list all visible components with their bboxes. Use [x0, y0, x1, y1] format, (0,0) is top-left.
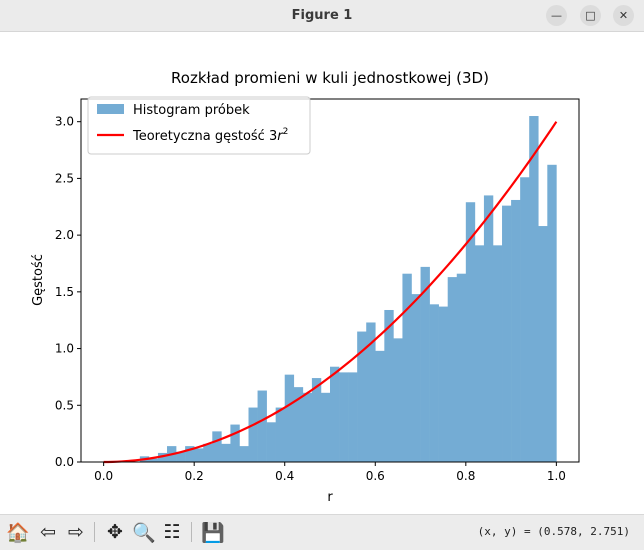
histogram-bar	[465, 202, 476, 462]
histogram-bar	[402, 273, 412, 462]
home-button[interactable]: 🏠	[6, 520, 30, 544]
histogram-bar	[438, 306, 449, 462]
legend: Histogram próbek Teoretyczna gęstość 3r2	[87, 96, 311, 155]
y-tick-label: 0.5	[55, 398, 74, 412]
legend-box	[87, 96, 311, 155]
home-icon: 🏠	[6, 521, 30, 544]
histogram-bar	[511, 199, 521, 462]
histogram-bar	[520, 177, 530, 462]
histogram-bar	[176, 451, 186, 462]
save-icon: 💾	[201, 521, 225, 544]
zoom-button[interactable]: 🔍	[132, 520, 156, 544]
histogram-bar	[266, 422, 276, 462]
x-tick-label: 0.4	[275, 469, 294, 483]
histogram-bar	[185, 446, 195, 462]
x-axis-label: r	[327, 490, 333, 505]
histogram-bar	[339, 372, 349, 462]
x-tick-label: 0.8	[456, 469, 475, 483]
y-tick-label: 0.0	[55, 455, 74, 469]
histogram-bar	[221, 443, 231, 462]
y-axis-label: Gęstość	[31, 254, 46, 306]
theoretical-density-curve	[103, 121, 558, 464]
histogram-bar	[547, 164, 557, 462]
x-axis-ticks: 0.0 0.2 0.4 0.6 0.8 1.0	[94, 462, 566, 483]
histogram-bar	[311, 378, 322, 462]
configure-subplots-icon: ☷	[163, 521, 181, 543]
x-tick-label: 0.2	[185, 469, 204, 483]
histogram-bar	[148, 458, 159, 462]
maximize-button[interactable]: □	[580, 5, 601, 26]
pan-button[interactable]: ✥	[103, 520, 127, 544]
histogram-bar	[375, 350, 385, 462]
histogram-bar	[384, 309, 394, 462]
histogram-bar	[203, 443, 213, 462]
histogram-bar	[483, 195, 494, 462]
histogram-bar	[330, 366, 340, 462]
configure-subplots-button[interactable]: ☷	[160, 520, 184, 544]
histogram-bars	[139, 116, 557, 462]
histogram-bar	[257, 390, 267, 462]
histogram-bar	[212, 431, 222, 462]
x-tick-label: 1.0	[547, 469, 566, 483]
y-tick-label: 1.5	[55, 285, 74, 299]
histogram-bar	[275, 407, 286, 462]
save-button[interactable]: 💾	[201, 520, 225, 544]
histogram-bar	[348, 372, 358, 462]
legend-curve-label: Teoretyczna gęstość 3r2	[132, 127, 288, 144]
histogram-bar	[239, 446, 249, 462]
histogram-chart: Rozkład promieni w kuli jednostkowej (3D…	[31, 69, 580, 505]
histogram-bar	[357, 331, 367, 462]
y-tick-label: 1.0	[55, 342, 74, 356]
histogram-bar	[157, 452, 168, 462]
minimize-button[interactable]: —	[546, 5, 567, 26]
y-axis-ticks: 0.0 0.5 1.0 1.5 2.0 2.5 3.0	[55, 115, 81, 469]
x-tick-label: 0.0	[94, 469, 113, 483]
forward-icon: ⇨	[68, 521, 84, 543]
forward-button[interactable]: ⇨	[64, 520, 88, 544]
histogram-bar	[194, 448, 204, 462]
back-icon: ⇦	[40, 521, 56, 543]
histogram-bar	[302, 392, 313, 462]
histogram-bar	[284, 374, 295, 462]
histogram-bar	[320, 392, 331, 462]
histogram-bar	[230, 424, 240, 462]
histogram-bar	[366, 322, 376, 462]
close-button[interactable]: ✕	[613, 5, 634, 26]
window-title: Figure 1	[291, 8, 353, 23]
navigation-toolbar: 🏠 ⇦ ⇨ ✥ 🔍 ☷ 💾 (x, y) = (0.578, 2.751)	[0, 514, 644, 550]
zoom-icon: 🔍	[132, 521, 156, 544]
toolbar-separator	[191, 522, 192, 542]
legend-histogram-label: Histogram próbek	[133, 103, 250, 118]
axes-frame	[80, 98, 580, 463]
histogram-bar	[456, 273, 467, 462]
histogram-bar	[538, 226, 548, 462]
histogram-bar	[447, 277, 458, 462]
y-tick-label: 2.5	[55, 171, 74, 185]
histogram-bar	[502, 205, 512, 462]
y-tick-label: 2.0	[55, 228, 74, 242]
cursor-coordinates: (x, y) = (0.578, 2.751)	[477, 525, 630, 538]
histogram-bar	[393, 338, 403, 462]
histogram-bar	[474, 245, 485, 462]
histogram-bar	[293, 387, 304, 462]
toolbar-separator	[94, 522, 95, 542]
figure-canvas[interactable]: Rozkład promieni w kuli jednostkowej (3D…	[0, 32, 644, 514]
histogram-bar	[411, 294, 421, 462]
histogram-bar	[529, 116, 539, 462]
y-tick-label: 3.0	[55, 115, 74, 129]
chart-title: Rozkład promieni w kuli jednostkowej (3D…	[171, 69, 489, 87]
title-bar: Figure 1 — □ ✕	[0, 0, 644, 32]
pan-icon: ✥	[107, 521, 123, 543]
histogram-bar	[429, 304, 439, 462]
back-button[interactable]: ⇦	[36, 520, 60, 544]
x-tick-label: 0.6	[366, 469, 385, 483]
histogram-bar	[248, 407, 258, 462]
histogram-bar	[420, 266, 430, 462]
legend-histogram-swatch	[97, 104, 124, 114]
histogram-bar	[492, 245, 503, 462]
